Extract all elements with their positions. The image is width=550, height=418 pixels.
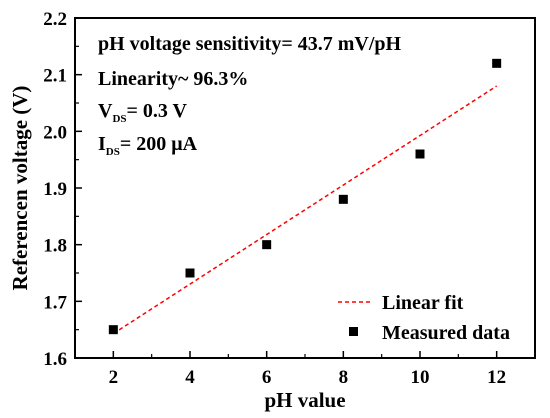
legend: Linear fit Measured data [338, 292, 510, 344]
annotation-block: pH voltage sensitivity= 43.7 mV/pH Linea… [98, 33, 402, 158]
legend-measured-label: Measured data [382, 322, 510, 344]
y-tick-label: 2.0 [43, 122, 67, 143]
ids-annotation: IDS= 200 μA [98, 133, 198, 158]
measured-point [415, 149, 425, 159]
y-tick-label: 1.6 [43, 349, 67, 370]
measured-point [108, 325, 118, 335]
measured-point [262, 240, 272, 250]
plot-frame [74, 17, 536, 359]
legend-fit-label: Linear fit [382, 292, 464, 314]
measured-point [492, 58, 502, 68]
y-tick-label: 2.1 [43, 66, 67, 87]
linearity-annotation: Linearity~ 96.3% [98, 68, 248, 90]
vds-value: = 0.3 V [127, 100, 188, 122]
measured-point [185, 268, 195, 278]
x-tick-label: 12 [487, 367, 506, 388]
sensitivity-annotation: pH voltage sensitivity= 43.7 mV/pH [98, 33, 402, 55]
y-tick-label: 1.9 [43, 179, 67, 200]
ids-subscript: DS [106, 146, 120, 158]
y-axis-title: Referencen voltage (V) [8, 86, 32, 291]
points-layer [108, 58, 502, 335]
linear-fit-line [112, 85, 498, 335]
legend-measured-swatch [349, 327, 358, 336]
y-tick-label: 1.8 [43, 236, 67, 257]
x-tick-label: 2 [109, 367, 119, 388]
vds-symbol: V [98, 100, 113, 122]
x-tick-label: 10 [411, 367, 430, 388]
x-axis-title: pH value [264, 388, 345, 412]
ticks-layer: 2 4 6 8 10 12 1.6 1.7 1.8 1.9 2.0 2.1 2.2 [43, 9, 536, 388]
y-tick-label: 1.7 [43, 292, 67, 313]
ids-symbol: I [98, 133, 106, 155]
vds-subscript: DS [112, 113, 126, 125]
x-tick-label: 6 [262, 367, 272, 388]
x-tick-label: 8 [339, 367, 349, 388]
x-tick-label: 4 [185, 367, 195, 388]
ids-value: = 200 μA [120, 133, 198, 155]
vds-annotation: VDS= 0.3 V [98, 100, 188, 125]
measured-point [338, 194, 348, 204]
y-tick-label: 2.2 [43, 9, 67, 30]
fit-layer [112, 85, 498, 335]
